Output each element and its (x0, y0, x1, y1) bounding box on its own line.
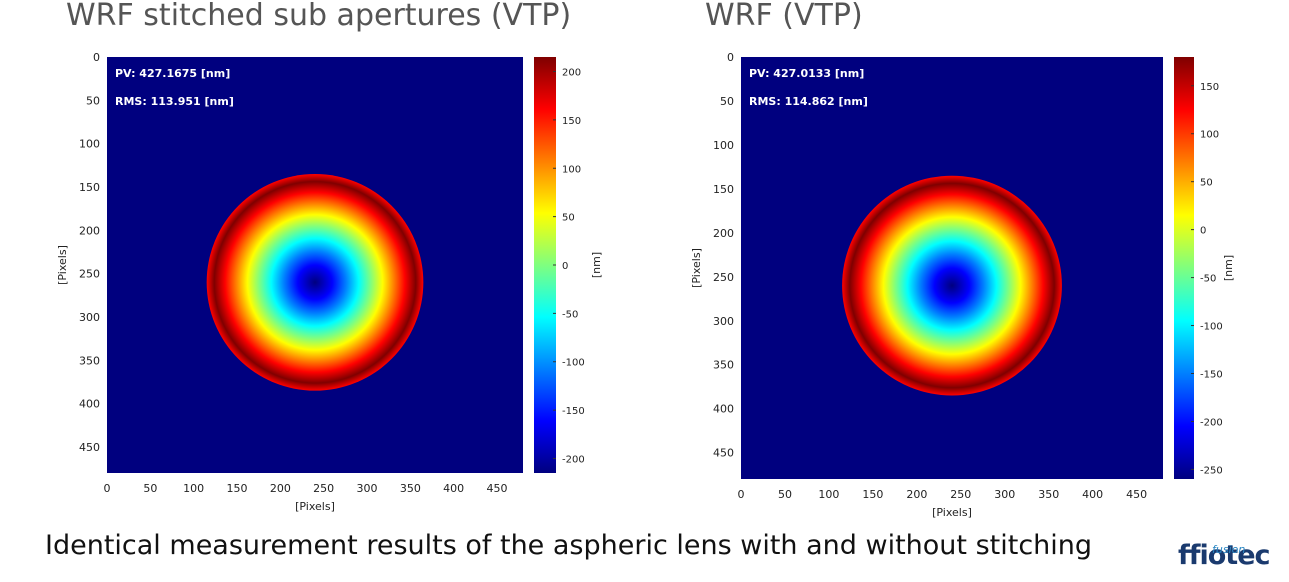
x-axis-label: [Pixels] (932, 506, 972, 519)
y-tick-label: 100 (713, 139, 734, 152)
y-tick-label: 0 (727, 51, 734, 64)
colorbar-label: [nm] (590, 252, 603, 278)
chart-title-left: WRF stitched sub apertures (VTP) (66, 0, 572, 33)
annotation-rms: RMS: 114.862 [nm] (749, 95, 868, 108)
fusion-fiotec-logo: ffiotec fusion (1178, 540, 1282, 576)
y-tick-label: 200 (79, 224, 100, 237)
colorbar (534, 57, 556, 473)
heatmap-panel-left: PV: 427.1675 [nm] RMS: 113.951 [nm] 0 50 100… (56, 51, 603, 513)
x-axis-label: [Pixels] (295, 500, 335, 513)
x-tick-label: 350 (1038, 488, 1059, 501)
aperture-disc (842, 175, 1062, 396)
annotation-pv: PV: 427.1675 [nm] (115, 67, 230, 80)
colorbar-tick-label: -100 (562, 358, 585, 369)
x-tick-label: 250 (950, 488, 971, 501)
annotation-pv: PV: 427.0133 [nm] (749, 67, 864, 80)
y-tick-label: 150 (713, 183, 734, 196)
colorbar-tick-label: 50 (1200, 178, 1213, 189)
x-tick-label: 400 (1082, 488, 1103, 501)
colorbar (1174, 57, 1194, 479)
y-tick-label: 400 (79, 398, 100, 411)
colorbar-tick-label: -100 (1200, 322, 1223, 333)
figure-caption: Identical measurement results of the asp… (45, 530, 1093, 561)
x-tick-label: 250 (313, 482, 334, 495)
x-tick-label: 450 (1126, 488, 1147, 501)
logo-subtext: fusion (1212, 543, 1246, 556)
y-tick-label: 50 (720, 95, 734, 108)
x-tick-label: 50 (778, 488, 792, 501)
x-tick-label: 100 (818, 488, 839, 501)
y-tick-label: 400 (713, 403, 734, 416)
x-tick-label: 150 (227, 482, 248, 495)
colorbar-tick-label: -200 (562, 454, 585, 465)
y-tick-label: 200 (713, 227, 734, 240)
y-axis-label: [Pixels] (690, 248, 703, 288)
annotation-rms: RMS: 113.951 [nm] (115, 95, 234, 108)
colorbar-tick-label: -150 (1200, 370, 1223, 381)
logo-wordmark: ffiotec (1178, 540, 1271, 571)
x-tick-label: 300 (994, 488, 1015, 501)
y-tick-label: 250 (79, 268, 100, 281)
y-tick-label: 350 (713, 359, 734, 372)
colorbar-tick-label: 50 (562, 213, 575, 224)
y-tick-label: 300 (713, 315, 734, 328)
x-tick-label: 300 (357, 482, 378, 495)
aperture-disc (206, 174, 424, 391)
x-tick-label: 200 (270, 482, 291, 495)
y-tick-label: 350 (79, 354, 100, 367)
x-tick-label: 350 (400, 482, 421, 495)
colorbar-tick-label: 150 (562, 116, 581, 127)
colorbar-tick-label: 0 (562, 261, 568, 272)
colorbar-tick-label: 200 (562, 68, 581, 79)
x-tick-label: 400 (443, 482, 464, 495)
y-tick-label: 0 (93, 51, 100, 64)
chart-title-right: WRF (VTP) (705, 0, 863, 33)
x-tick-label: 50 (143, 482, 157, 495)
colorbar-tick-label: -50 (1200, 274, 1216, 285)
x-tick-label: 0 (104, 482, 111, 495)
y-tick-label: 50 (86, 94, 100, 107)
colorbar-tick-label: -250 (1200, 465, 1223, 476)
y-tick-label: 150 (79, 181, 100, 194)
colorbar-tick-label: 100 (562, 164, 581, 175)
y-tick-label: 250 (713, 271, 734, 284)
x-tick-label: 450 (487, 482, 508, 495)
colorbar-tick-label: -200 (1200, 417, 1223, 428)
y-tick-label: 450 (79, 441, 100, 454)
y-tick-label: 300 (79, 311, 100, 324)
y-tick-label: 100 (79, 138, 100, 151)
colorbar-tick-label: -50 (562, 309, 578, 320)
x-tick-label: 100 (183, 482, 204, 495)
x-tick-label: 0 (738, 488, 745, 501)
x-tick-label: 200 (906, 488, 927, 501)
y-tick-label: 450 (713, 447, 734, 460)
colorbar-label: [nm] (1222, 255, 1235, 281)
heatmap-panel-right: PV: 427.0133 [nm] RMS: 114.862 [nm] 0 50 100… (690, 51, 1235, 519)
colorbar-tick-label: 100 (1200, 130, 1219, 141)
colorbar-tick-label: -150 (562, 406, 585, 417)
x-tick-label: 150 (862, 488, 883, 501)
colorbar-tick-label: 0 (1200, 226, 1206, 237)
y-axis-label: [Pixels] (56, 245, 69, 285)
colorbar-tick-label: 150 (1200, 82, 1219, 93)
